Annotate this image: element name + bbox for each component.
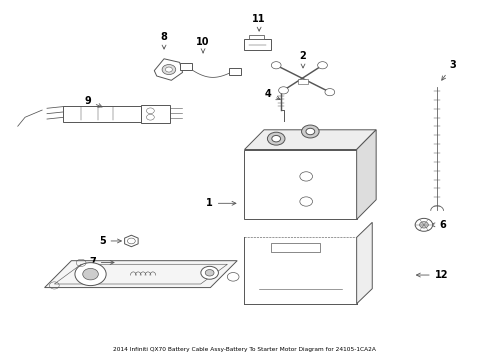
Circle shape xyxy=(75,263,106,285)
Circle shape xyxy=(278,87,288,94)
Text: 12: 12 xyxy=(416,270,447,280)
Bar xyxy=(244,40,271,50)
Bar xyxy=(249,35,264,40)
Bar xyxy=(244,149,356,220)
Bar xyxy=(180,63,192,70)
Polygon shape xyxy=(356,130,375,220)
Circle shape xyxy=(162,64,175,75)
Bar xyxy=(228,68,241,75)
Text: 6: 6 xyxy=(430,220,446,230)
Bar xyxy=(271,243,320,252)
Circle shape xyxy=(227,273,239,281)
Polygon shape xyxy=(124,235,138,247)
Circle shape xyxy=(317,62,327,69)
Circle shape xyxy=(325,89,334,96)
Circle shape xyxy=(165,67,172,72)
Polygon shape xyxy=(44,261,237,288)
Bar xyxy=(141,105,169,123)
Circle shape xyxy=(127,238,135,244)
Circle shape xyxy=(267,132,285,145)
Text: 11: 11 xyxy=(252,14,265,31)
Polygon shape xyxy=(154,59,182,80)
Circle shape xyxy=(299,197,312,206)
Circle shape xyxy=(271,135,280,142)
Text: 1: 1 xyxy=(205,198,235,208)
Circle shape xyxy=(305,128,314,135)
Circle shape xyxy=(205,270,214,276)
Text: 8: 8 xyxy=(160,32,167,49)
Text: 4: 4 xyxy=(264,89,280,100)
Bar xyxy=(62,106,141,122)
Text: 7: 7 xyxy=(89,257,114,267)
Circle shape xyxy=(82,269,98,280)
Circle shape xyxy=(419,222,427,228)
Circle shape xyxy=(201,266,218,279)
Text: 9: 9 xyxy=(84,96,102,107)
Circle shape xyxy=(299,172,312,181)
Circle shape xyxy=(146,114,154,120)
Circle shape xyxy=(301,125,319,138)
Circle shape xyxy=(271,62,281,69)
Circle shape xyxy=(146,108,154,114)
Text: 2: 2 xyxy=(299,51,306,68)
Bar xyxy=(298,78,307,84)
Polygon shape xyxy=(356,222,371,304)
Text: 10: 10 xyxy=(196,37,209,53)
Text: 2014 Infiniti QX70 Battery Cable Assy-Battery To Starter Motor Diagram for 24105: 2014 Infiniti QX70 Battery Cable Assy-Ba… xyxy=(113,347,375,352)
Polygon shape xyxy=(244,130,375,149)
Text: 5: 5 xyxy=(99,236,121,246)
Text: 3: 3 xyxy=(441,60,455,80)
Circle shape xyxy=(414,219,432,231)
